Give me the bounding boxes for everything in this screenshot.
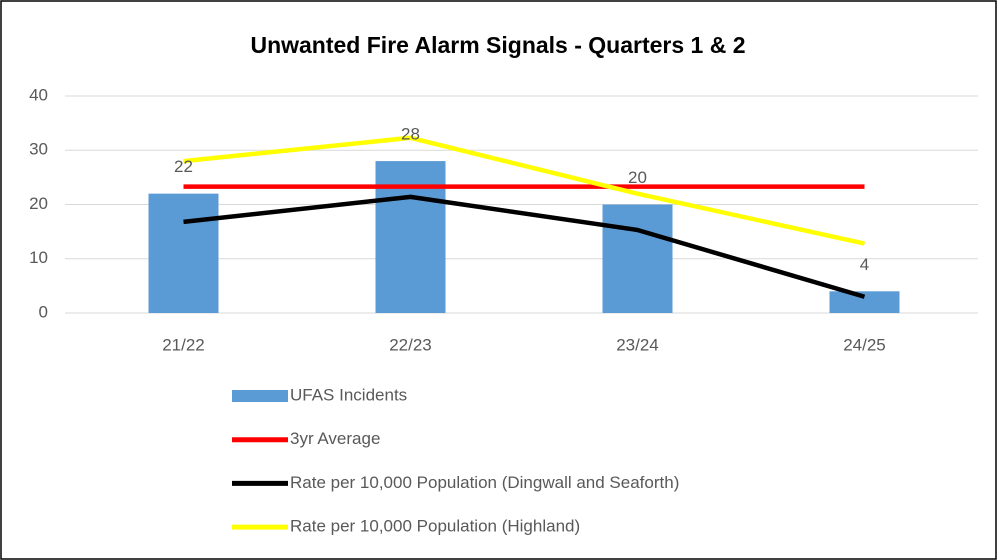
line-series xyxy=(183,194,866,299)
x-tick-label: 24/25 xyxy=(843,335,886,354)
x-tick-label: 22/23 xyxy=(389,335,432,354)
data-label: 4 xyxy=(860,255,869,274)
data-label: 28 xyxy=(401,125,420,144)
y-tick-label: 10 xyxy=(29,248,48,267)
legend-label: Rate per 10,000 Population (Dingwall and… xyxy=(290,473,679,492)
x-tick-label: 23/24 xyxy=(616,335,659,354)
data-label: 20 xyxy=(628,168,647,187)
y-tick-label: 40 xyxy=(29,85,48,104)
y-tick-label: 30 xyxy=(29,140,48,159)
legend-swatch xyxy=(232,390,288,402)
legend-label: UFAS Incidents xyxy=(290,385,407,404)
bar xyxy=(148,193,219,313)
data-label: 22 xyxy=(174,157,193,176)
chart-title: Unwanted Fire Alarm Signals - Quarters 1… xyxy=(250,32,745,58)
legend-label: 3yr Average xyxy=(290,429,380,448)
line-series xyxy=(183,135,865,246)
bar xyxy=(602,204,673,313)
legend-label: Rate per 10,000 Population (Highland) xyxy=(290,517,580,536)
bar xyxy=(829,291,900,313)
x-tick-label: 21/22 xyxy=(162,335,205,354)
bar xyxy=(375,161,446,313)
y-tick-label: 20 xyxy=(29,194,48,213)
y-tick-label: 0 xyxy=(39,302,48,321)
